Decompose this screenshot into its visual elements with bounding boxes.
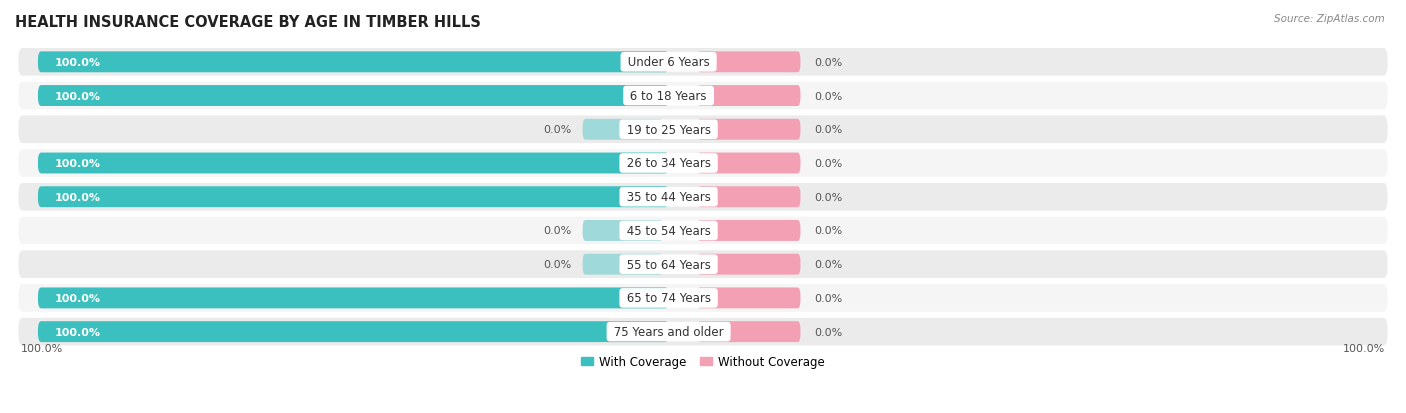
FancyBboxPatch shape bbox=[18, 49, 1388, 76]
Text: 100.0%: 100.0% bbox=[55, 293, 101, 303]
FancyBboxPatch shape bbox=[582, 119, 662, 140]
FancyBboxPatch shape bbox=[18, 83, 1388, 110]
FancyBboxPatch shape bbox=[697, 221, 800, 241]
FancyBboxPatch shape bbox=[697, 321, 800, 342]
FancyBboxPatch shape bbox=[38, 86, 669, 107]
FancyBboxPatch shape bbox=[18, 150, 1388, 178]
Text: 100.0%: 100.0% bbox=[21, 343, 63, 353]
FancyBboxPatch shape bbox=[697, 119, 800, 140]
FancyBboxPatch shape bbox=[18, 318, 1388, 346]
Text: 55 to 64 Years: 55 to 64 Years bbox=[623, 258, 714, 271]
FancyBboxPatch shape bbox=[697, 86, 800, 107]
Text: 100.0%: 100.0% bbox=[55, 58, 101, 68]
Text: 0.0%: 0.0% bbox=[814, 327, 842, 337]
FancyBboxPatch shape bbox=[582, 254, 662, 275]
FancyBboxPatch shape bbox=[18, 183, 1388, 211]
Text: 45 to 54 Years: 45 to 54 Years bbox=[623, 224, 714, 237]
Text: 100.0%: 100.0% bbox=[55, 159, 101, 169]
Text: 0.0%: 0.0% bbox=[543, 226, 571, 236]
FancyBboxPatch shape bbox=[38, 187, 669, 208]
Text: 0.0%: 0.0% bbox=[814, 91, 842, 101]
Text: 0.0%: 0.0% bbox=[814, 226, 842, 236]
FancyBboxPatch shape bbox=[582, 221, 662, 241]
FancyBboxPatch shape bbox=[18, 116, 1388, 144]
Text: 75 Years and older: 75 Years and older bbox=[610, 325, 727, 338]
Text: 0.0%: 0.0% bbox=[814, 192, 842, 202]
Legend: With Coverage, Without Coverage: With Coverage, Without Coverage bbox=[576, 351, 830, 373]
FancyBboxPatch shape bbox=[697, 153, 800, 174]
Text: 6 to 18 Years: 6 to 18 Years bbox=[627, 90, 710, 103]
Text: HEALTH INSURANCE COVERAGE BY AGE IN TIMBER HILLS: HEALTH INSURANCE COVERAGE BY AGE IN TIMB… bbox=[15, 15, 481, 30]
FancyBboxPatch shape bbox=[18, 285, 1388, 312]
Text: 0.0%: 0.0% bbox=[543, 259, 571, 270]
FancyBboxPatch shape bbox=[18, 251, 1388, 278]
Text: 0.0%: 0.0% bbox=[543, 125, 571, 135]
FancyBboxPatch shape bbox=[38, 288, 669, 309]
FancyBboxPatch shape bbox=[38, 321, 669, 342]
Text: 100.0%: 100.0% bbox=[55, 327, 101, 337]
Text: Under 6 Years: Under 6 Years bbox=[624, 56, 713, 69]
FancyBboxPatch shape bbox=[38, 52, 669, 73]
FancyBboxPatch shape bbox=[697, 288, 800, 309]
Text: 0.0%: 0.0% bbox=[814, 58, 842, 68]
Text: 26 to 34 Years: 26 to 34 Years bbox=[623, 157, 714, 170]
Text: 65 to 74 Years: 65 to 74 Years bbox=[623, 292, 714, 305]
Text: 19 to 25 Years: 19 to 25 Years bbox=[623, 123, 714, 136]
Text: Source: ZipAtlas.com: Source: ZipAtlas.com bbox=[1274, 14, 1385, 24]
FancyBboxPatch shape bbox=[697, 52, 800, 73]
FancyBboxPatch shape bbox=[18, 217, 1388, 244]
FancyBboxPatch shape bbox=[697, 187, 800, 208]
Text: 100.0%: 100.0% bbox=[55, 192, 101, 202]
Text: 0.0%: 0.0% bbox=[814, 259, 842, 270]
Text: 0.0%: 0.0% bbox=[814, 159, 842, 169]
FancyBboxPatch shape bbox=[38, 153, 669, 174]
FancyBboxPatch shape bbox=[697, 254, 800, 275]
Text: 0.0%: 0.0% bbox=[814, 125, 842, 135]
Text: 100.0%: 100.0% bbox=[1343, 343, 1385, 353]
Text: 0.0%: 0.0% bbox=[814, 293, 842, 303]
Text: 100.0%: 100.0% bbox=[55, 91, 101, 101]
Text: 35 to 44 Years: 35 to 44 Years bbox=[623, 191, 714, 204]
